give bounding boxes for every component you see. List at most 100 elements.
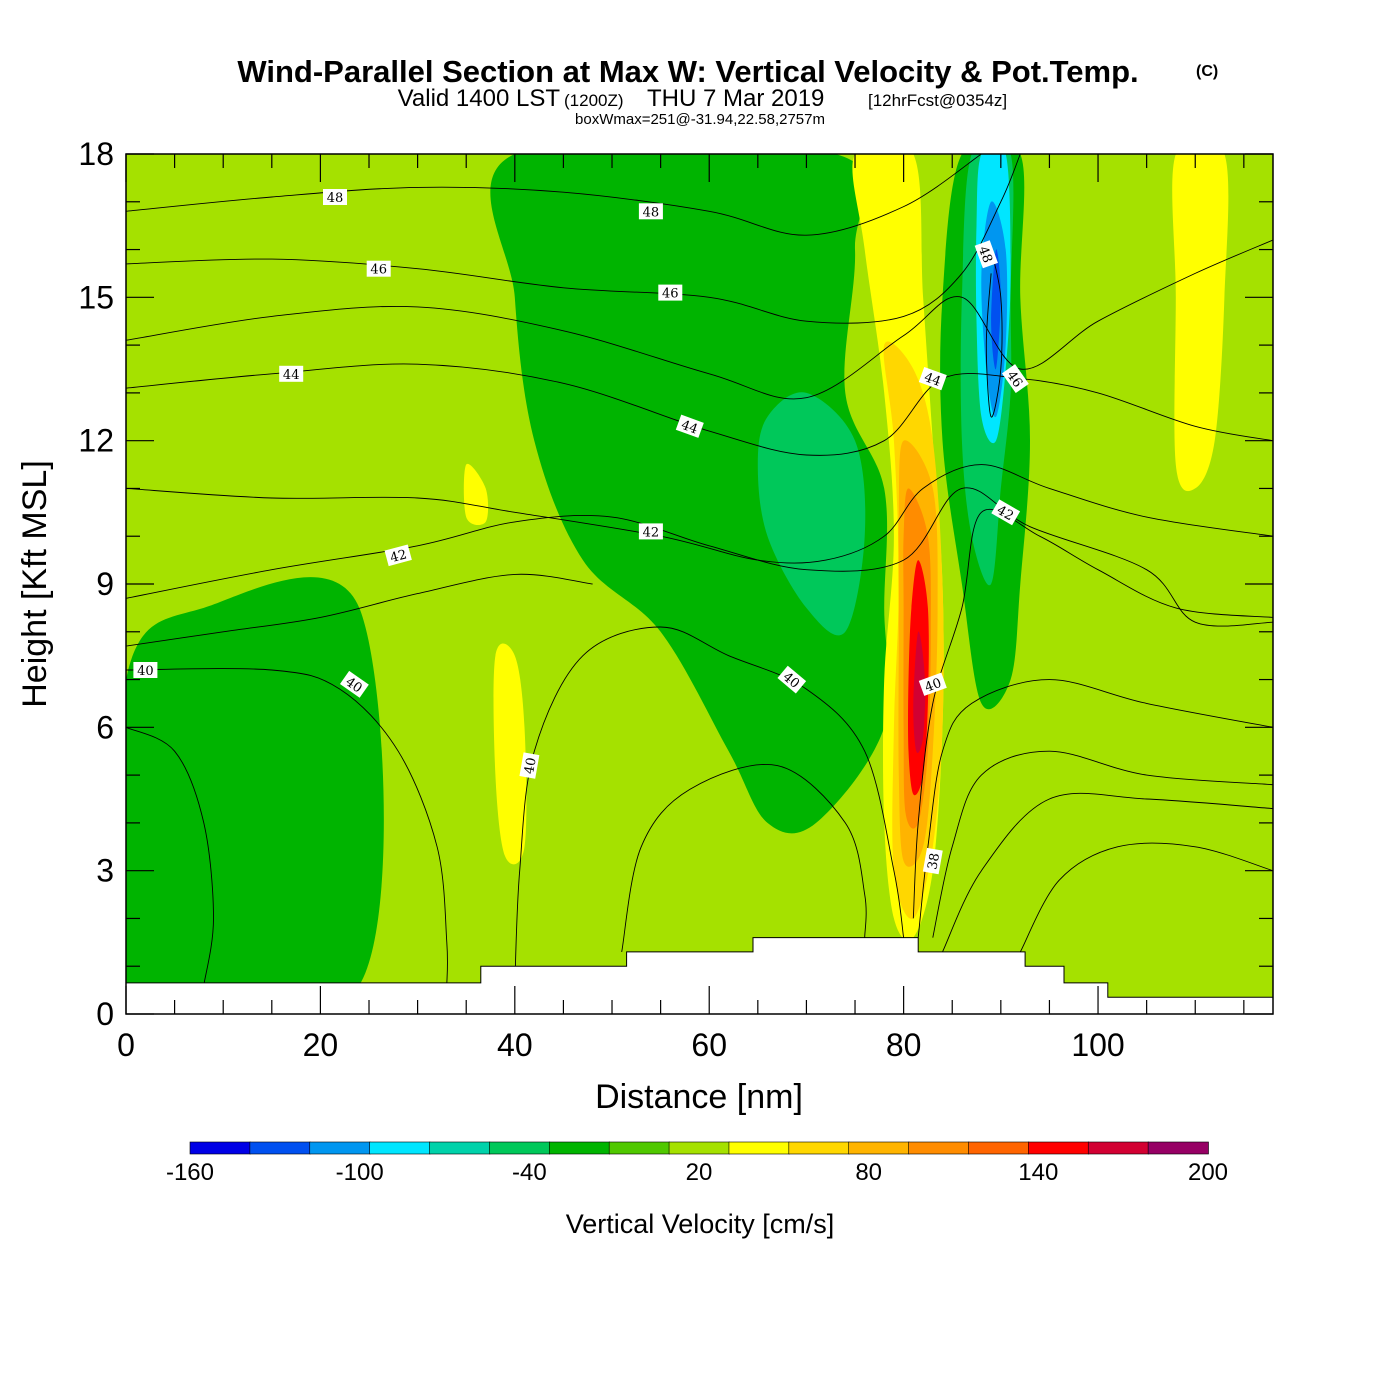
velocity-region — [463, 463, 489, 526]
contour-label-text: 44 — [679, 418, 700, 438]
theta-contour-line — [126, 668, 448, 986]
velocity-region — [493, 643, 527, 865]
colorbar-tick-labels: -160 -100 -40 20 80 140 200 — [166, 1159, 1228, 1186]
colorbar-swatch — [249, 1141, 311, 1155]
theta-contour-line — [126, 464, 1273, 564]
colorbar-tick-label: -160 — [166, 1159, 214, 1186]
theta-contour-line — [514, 626, 905, 986]
contour-label: 42 — [384, 544, 412, 567]
contour-label-box — [991, 499, 1021, 526]
contour-label-box — [918, 672, 947, 696]
contour-label-box — [918, 366, 947, 391]
contour-label-text: 42 — [994, 503, 1016, 524]
contour-label-text: 48 — [975, 244, 995, 265]
subtitle-box-wmax: boxWmax=251@-31.94,22.58,2757m — [575, 111, 825, 128]
colorbar-label: Vertical Velocity [cm/s] — [566, 1209, 835, 1239]
contour-label: 44 — [918, 366, 947, 391]
chart-title-block: Wind-Parallel Section at Max W: Vertical… — [237, 54, 1218, 128]
contour-label-box — [777, 665, 807, 694]
contour-label-text: 38 — [925, 852, 943, 871]
colorbar-swatch — [548, 1141, 610, 1155]
contour-label: 44 — [279, 365, 304, 383]
y-tick-label: 3 — [96, 853, 114, 889]
y-axis-label: Height [Kft MSL] — [16, 460, 54, 708]
colorbar-swatch — [189, 1141, 251, 1155]
subtitle-date: THU 7 Mar 2019 — [647, 85, 824, 112]
theta-contour-line — [1019, 842, 1273, 953]
y-tick-label: 15 — [78, 279, 114, 315]
y-tick-label: 18 — [78, 136, 114, 172]
velocity-region — [757, 392, 866, 636]
contour-label-text: 48 — [643, 205, 660, 220]
contour-label: 42 — [991, 499, 1021, 526]
x-axis-tick-labels: 0 20 40 60 80 100 — [117, 1027, 1125, 1063]
colorbar-swatch — [968, 1141, 1030, 1155]
velocity-field — [126, 154, 1229, 1014]
colorbar-swatch — [728, 1141, 790, 1155]
contour-label: 46 — [658, 284, 683, 302]
y-tick-label: 6 — [96, 709, 114, 745]
velocity-region — [126, 577, 384, 1014]
contour-label: 40 — [918, 672, 947, 696]
theta-contour-line — [932, 750, 1273, 938]
y-tick-label: 12 — [78, 423, 114, 459]
contour-label-text: 40 — [137, 664, 154, 679]
x-tick-label: 20 — [303, 1027, 339, 1063]
contour-label-text: 42 — [643, 525, 660, 540]
theta-contour-line — [942, 792, 1273, 953]
contour-label-text: 46 — [370, 263, 387, 278]
colorbar-tick-label: 200 — [1188, 1159, 1228, 1186]
x-tick-label: 100 — [1071, 1027, 1124, 1063]
x-axis-label: Distance [nm] — [595, 1078, 803, 1116]
colorbar-tick-label: 140 — [1018, 1159, 1058, 1186]
contour-label: 48 — [638, 203, 663, 220]
contour-label-box — [366, 260, 391, 277]
contour-label-text: 40 — [522, 756, 540, 775]
subtitle-utc: (1200Z) — [564, 91, 624, 110]
contour-label-box — [133, 662, 158, 678]
theta-contour-line — [126, 239, 1273, 400]
x-tick-label: 0 — [117, 1027, 135, 1063]
contour-label-text: 40 — [923, 676, 944, 696]
colorbar-swatch — [668, 1141, 730, 1155]
contour-label-box — [922, 847, 943, 875]
colorbar-tick-label: -100 — [336, 1159, 384, 1186]
contour-label-box — [675, 414, 704, 438]
theta-contour-line — [912, 508, 1273, 919]
terrain-outline — [126, 937, 1273, 998]
colorbar-swatch — [1147, 1141, 1209, 1155]
theta-contour-line — [126, 726, 214, 986]
colorbar — [189, 1141, 1209, 1155]
colorbar-swatch — [1028, 1141, 1090, 1155]
y-tick-label: 9 — [96, 566, 114, 602]
contour-label-text: 44 — [283, 368, 300, 383]
theta-contour-line — [126, 154, 982, 236]
x-tick-label: 40 — [497, 1027, 533, 1063]
colorbar-tick-label: 80 — [855, 1159, 882, 1186]
contour-label-box — [1001, 364, 1029, 394]
contour-label: 40 — [519, 752, 540, 779]
contour-label-box — [384, 544, 412, 567]
theta-contour-line — [917, 679, 1273, 938]
colorbar-swatch — [309, 1141, 371, 1155]
velocity-region — [913, 631, 926, 754]
theta-contour-line — [621, 764, 867, 952]
subtitle-forecast: [12hrFcst@0354z] — [868, 91, 1007, 110]
y-axis-tick-labels: 0 3 6 9 12 15 18 — [78, 136, 114, 1032]
contour-label: 42 — [638, 523, 663, 540]
velocity-region — [1172, 154, 1229, 492]
theta-contour-line — [126, 573, 593, 647]
colorbar-swatch — [1087, 1141, 1149, 1155]
copyright-mark: (C) — [1196, 63, 1218, 80]
colorbar-swatch — [429, 1141, 491, 1155]
colorbar-swatch — [369, 1141, 431, 1155]
contour-label-box — [323, 189, 347, 205]
colorbar-swatch — [848, 1141, 910, 1155]
x-tick-label: 80 — [886, 1027, 922, 1063]
contour-label-box — [638, 523, 663, 540]
contour-label: 48 — [323, 189, 347, 206]
theta-contour-line — [985, 249, 1003, 418]
